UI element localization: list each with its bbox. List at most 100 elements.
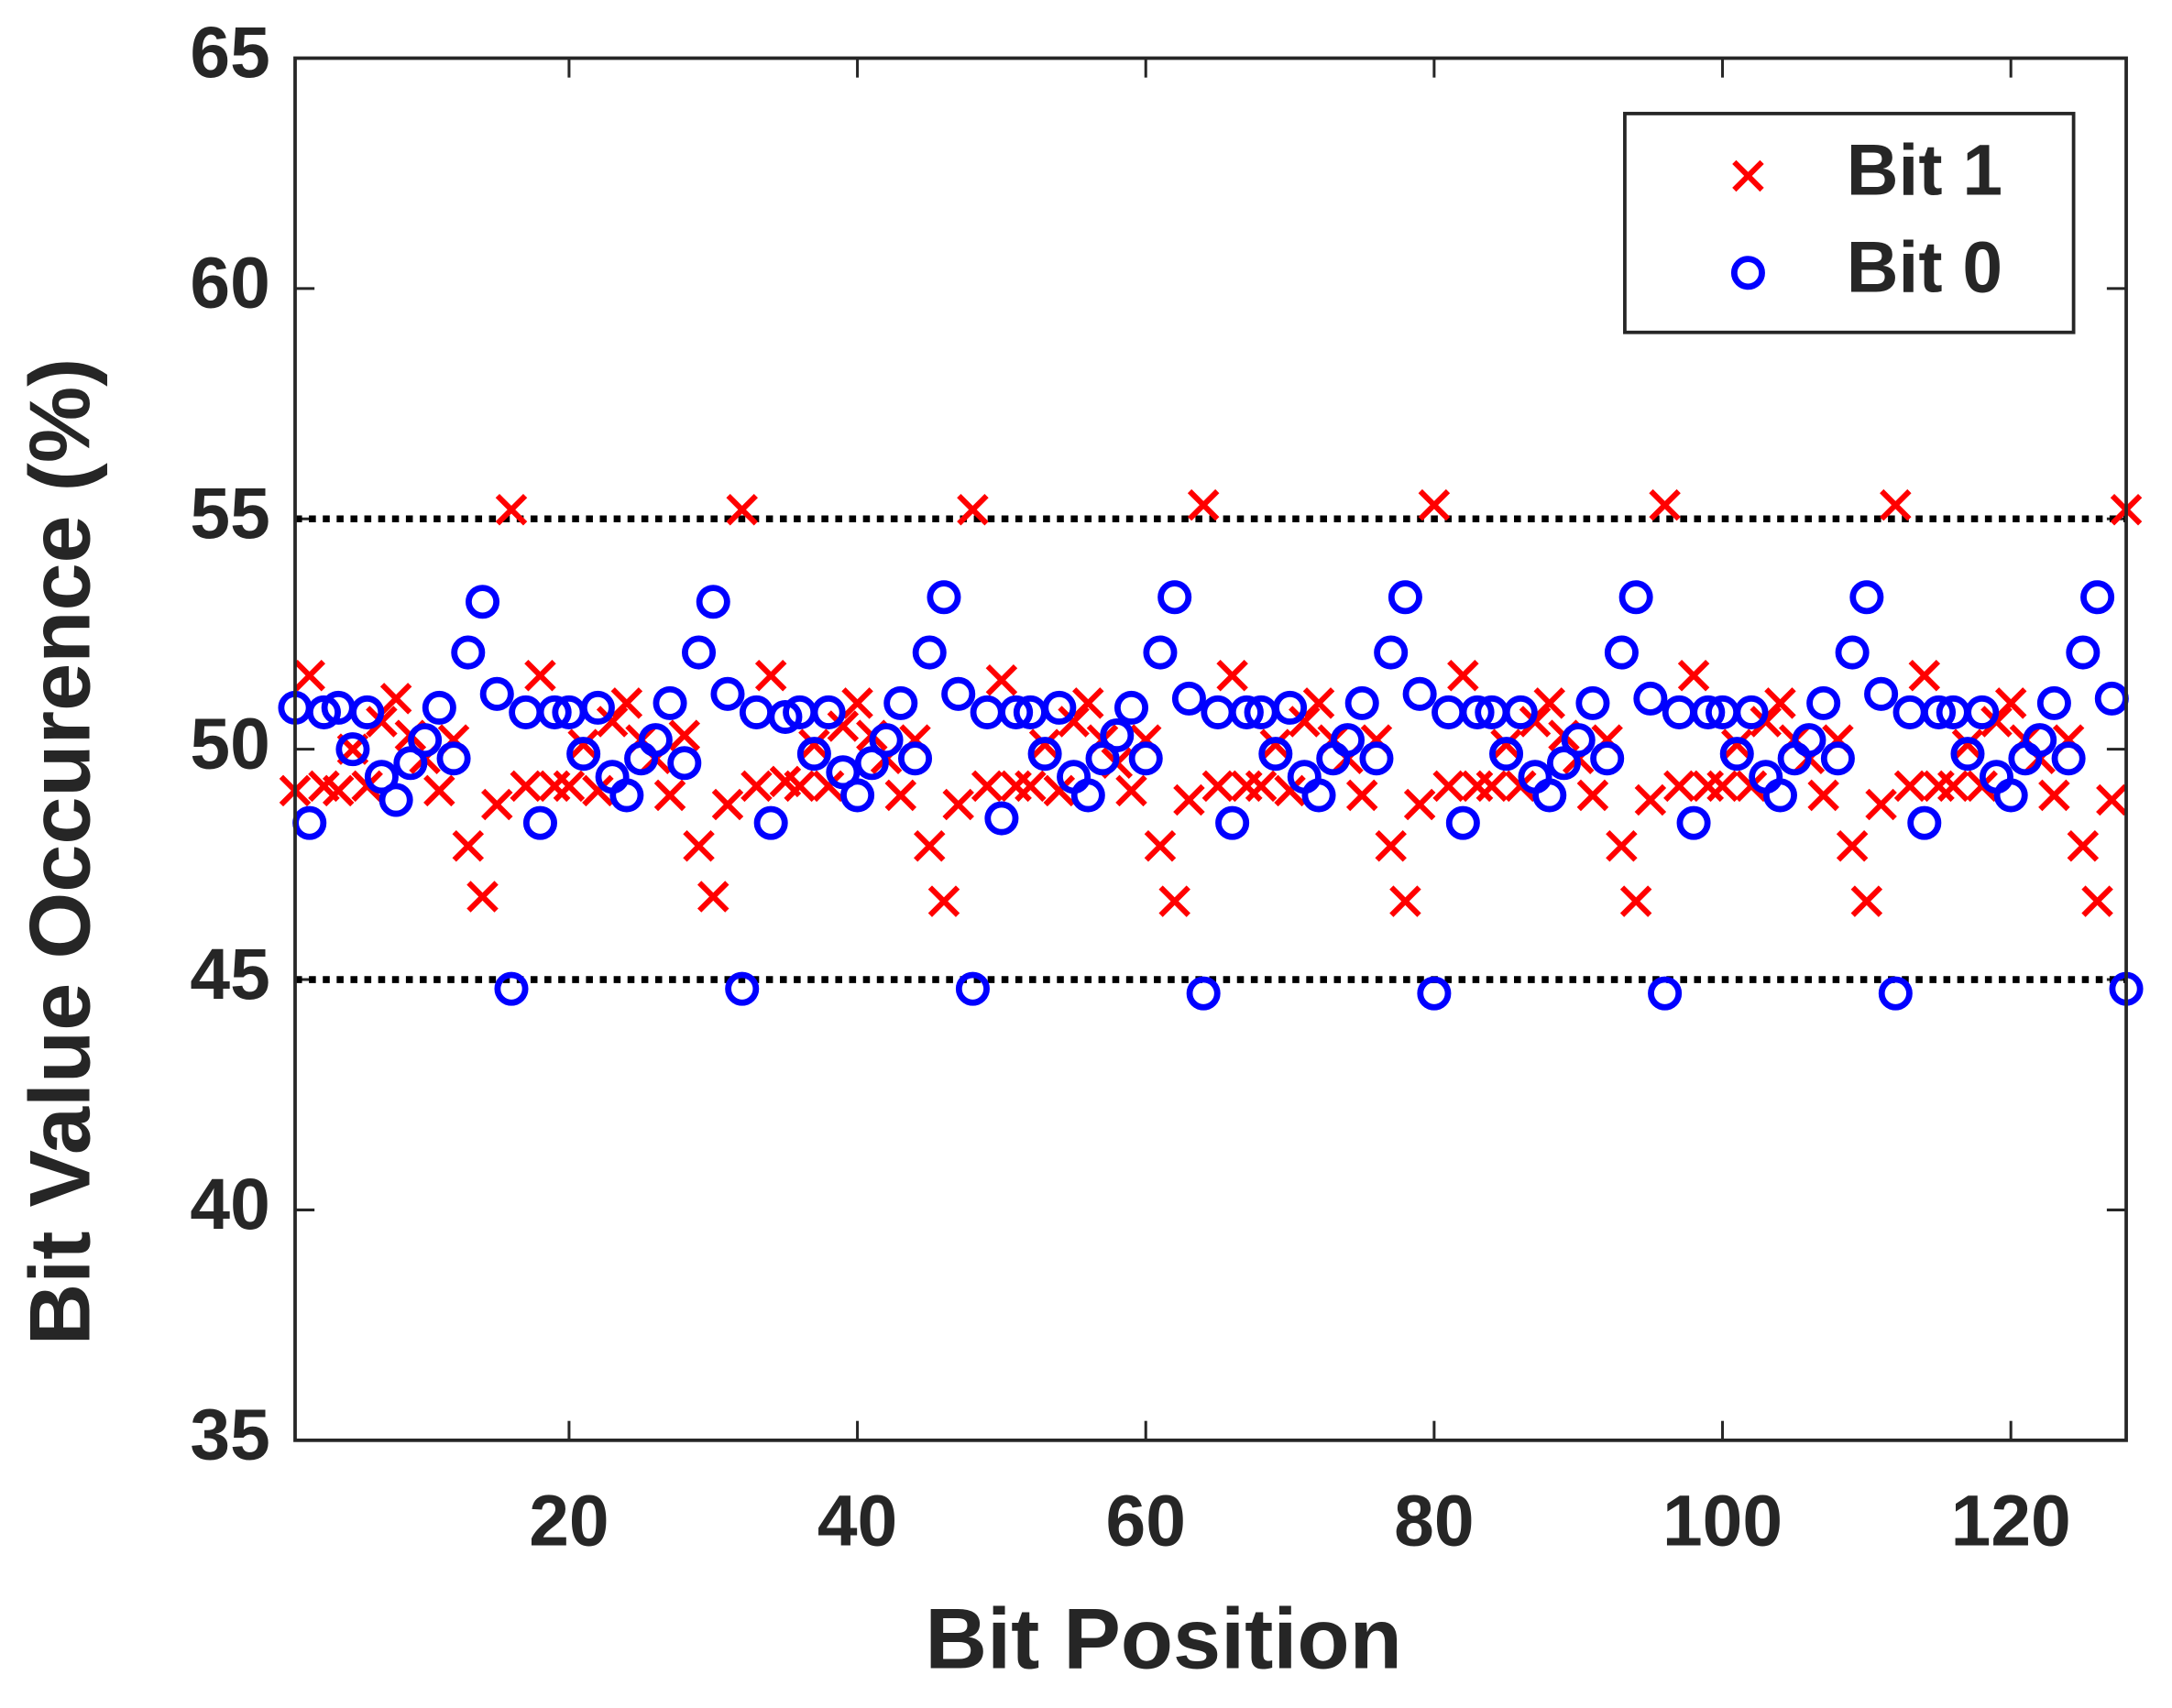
circle-marker: [1820, 741, 1855, 776]
x-marker: [1923, 770, 1955, 803]
x-marker: [683, 829, 715, 862]
circle-marker: [653, 685, 687, 720]
x-marker: [1490, 728, 1522, 761]
legend-box: [1623, 112, 2076, 334]
circle-marker: [2080, 580, 2115, 615]
x-tick-label: 40: [817, 1480, 897, 1560]
legend-label: Bit 1: [1847, 130, 2002, 211]
x-marker: [1216, 659, 1248, 692]
circle-marker: [710, 676, 745, 711]
x-marker: [1058, 706, 1090, 738]
circle-marker: [1171, 681, 1206, 716]
circle-marker: [1618, 580, 1653, 615]
legend-label: Bit 0: [1847, 227, 2002, 308]
x-tick-label: 100: [1662, 1480, 1783, 1560]
y-tick-label: 55: [190, 473, 269, 553]
x-marker: [1893, 770, 1926, 803]
circle-marker: [1460, 695, 1495, 729]
x-marker: [423, 774, 455, 807]
circle-marker: [2036, 685, 2071, 720]
x-marker: [1850, 885, 1883, 917]
circle-marker: [912, 635, 947, 670]
x-marker: [1606, 829, 1638, 862]
circle-marker: [768, 699, 803, 734]
circle-marker: [840, 778, 875, 813]
circle-marker: [2051, 741, 2086, 776]
x-marker: [1447, 659, 1479, 692]
circle-marker: [306, 695, 341, 729]
circle-marker: [292, 805, 327, 840]
x-marker: [293, 659, 325, 692]
circle-marker: [1273, 690, 1308, 725]
circle-marker: [1575, 685, 1610, 720]
x-marker: [538, 770, 571, 803]
x-marker: [1880, 488, 1912, 521]
x-marker: [841, 687, 873, 719]
x-marker: [653, 779, 686, 812]
y-tick-label: 65: [190, 12, 269, 93]
circle-marker: [1186, 976, 1221, 1011]
x-marker: [1908, 659, 1941, 692]
x-marker: [1663, 770, 1695, 803]
x-marker: [812, 770, 845, 803]
circle-marker: [422, 690, 456, 725]
y-axis-label: Bit Value Occurence (%): [11, 358, 107, 1346]
x-marker: [942, 788, 974, 821]
circle-marker: [1417, 976, 1452, 1011]
x-marker: [1735, 770, 1768, 803]
circle-marker: [796, 737, 831, 772]
x-marker: [2081, 885, 2113, 917]
circle-marker: [1201, 695, 1235, 729]
circle-marker: [854, 746, 889, 781]
x-marker: [1158, 885, 1190, 917]
x-marker: [495, 493, 528, 526]
x-marker: [452, 829, 485, 862]
circle-marker: [725, 971, 760, 1006]
circle-marker: [1432, 695, 1466, 729]
circle-marker: [609, 778, 644, 813]
x-marker: [1576, 779, 1609, 812]
x-marker: [1937, 770, 1969, 803]
x-marker: [1028, 728, 1061, 761]
circle-marker: [1388, 580, 1422, 615]
x-axis-label: Bit Position: [925, 1590, 1401, 1686]
circle-marker: [1157, 580, 1192, 615]
x-marker: [322, 774, 355, 807]
x-marker: [784, 770, 816, 803]
x-marker: [1432, 770, 1464, 803]
circle-marker: [1532, 778, 1567, 813]
x-marker: [610, 687, 643, 719]
x-marker: [913, 829, 946, 862]
x-marker: [1072, 687, 1104, 719]
x-marker: [481, 788, 513, 821]
x-marker: [827, 710, 860, 742]
x-marker: [2038, 779, 2070, 812]
circle-marker: [1965, 695, 2000, 729]
circle-marker: [1950, 737, 1985, 772]
circle-marker: [1792, 723, 1826, 758]
x-marker: [985, 663, 1018, 696]
x-marker: [1418, 488, 1451, 521]
circle-marker: [522, 805, 557, 840]
x-marker: [2067, 829, 2100, 862]
x-marker: [1505, 770, 1537, 803]
x-marker: [1144, 829, 1177, 862]
circle-marker: [941, 676, 976, 711]
x-marker: [1000, 770, 1032, 803]
x-marker: [1721, 728, 1753, 761]
circle-marker: [1676, 805, 1711, 840]
circle-marker: [364, 760, 399, 794]
circle-marker: [1128, 741, 1163, 776]
x-marker: [927, 885, 960, 917]
circle-marker: [1330, 723, 1365, 758]
y-tick-label: 45: [190, 934, 269, 1014]
circle-marker: [1878, 976, 1913, 1011]
x-marker: [668, 719, 701, 751]
circle-marker: [1892, 695, 1927, 729]
circle-marker: [1922, 695, 1957, 729]
x-marker: [596, 706, 629, 738]
circle-marker: [393, 746, 428, 781]
circle-marker: [1027, 737, 1062, 772]
circle-marker: [753, 805, 788, 840]
circle-marker: [927, 580, 961, 615]
